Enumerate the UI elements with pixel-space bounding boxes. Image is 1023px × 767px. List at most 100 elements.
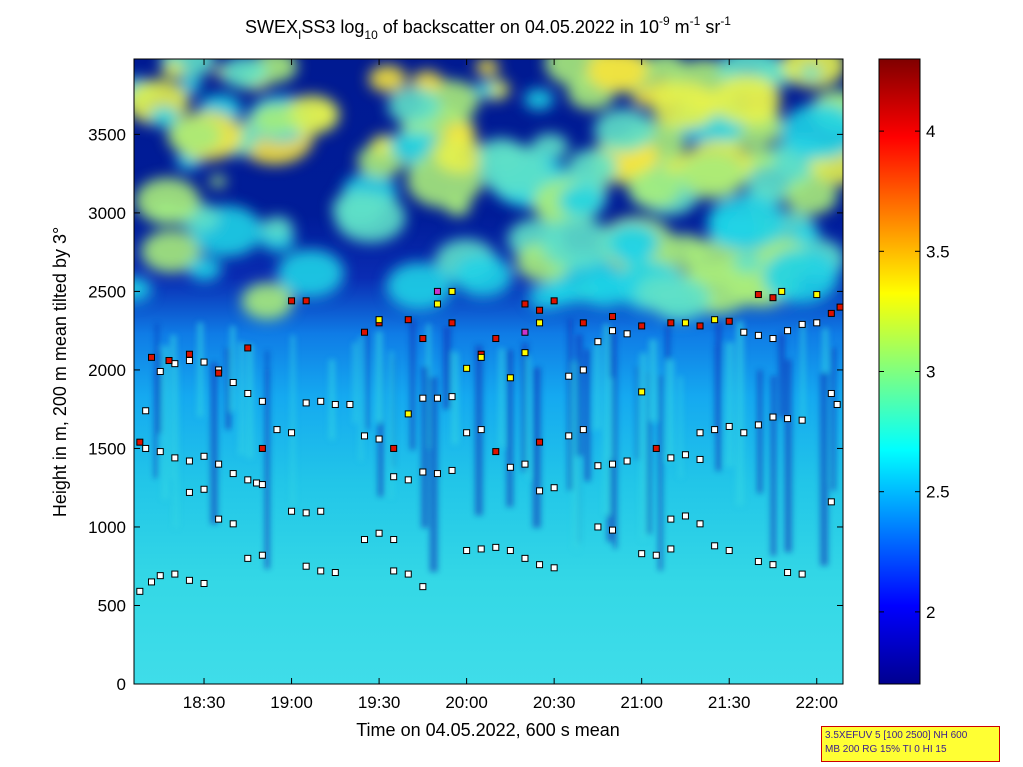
layer-marker-white <box>142 444 150 452</box>
backscatter-streak <box>567 319 573 491</box>
layer-marker-white <box>769 561 777 569</box>
layer-marker-white <box>302 562 310 570</box>
layer-marker-white <box>360 536 368 544</box>
y-axis-ticks: 0 500 1000 1500 2000 2500 3000 3500 <box>88 125 843 694</box>
x-tick-label: 22:00 <box>795 693 838 712</box>
backscatter-patch <box>780 103 843 160</box>
layer-marker-white <box>667 515 675 523</box>
layer-marker-white <box>521 554 529 562</box>
layer-marker-white <box>506 463 514 471</box>
info-line-1: 3.5XEFUV 5 [100 2500] NH 600 <box>825 730 968 741</box>
backscatter-streak <box>644 372 652 535</box>
backscatter-streak <box>584 349 591 482</box>
layer-marker-dark_red <box>360 328 368 336</box>
layer-marker-dark_red <box>638 322 646 330</box>
layer-marker-white <box>200 579 208 587</box>
layer-marker-yellow <box>536 319 544 327</box>
layer-marker-white <box>215 460 223 468</box>
layer-marker-white <box>244 476 252 484</box>
layer-marker-dark_red <box>536 438 544 446</box>
layer-marker-white <box>433 470 441 478</box>
layer-marker-yellow <box>681 319 689 327</box>
colorbar-tick-label: 3 <box>926 363 935 382</box>
layer-marker-white <box>200 485 208 493</box>
backscatter-streak <box>291 335 295 507</box>
layer-marker-dark_red <box>725 317 733 325</box>
layer-marker-white <box>390 567 398 575</box>
layer-marker-white <box>258 551 266 559</box>
backscatter-streak <box>735 321 744 506</box>
layer-marker-white <box>652 551 660 559</box>
layer-marker-yellow <box>638 388 646 396</box>
layer-marker-white <box>317 397 325 405</box>
layer-marker-white <box>302 399 310 407</box>
backscatter-patch <box>387 86 441 125</box>
backscatter-streak <box>831 347 836 491</box>
backscatter-streak <box>639 353 647 541</box>
backscatter-streak <box>607 377 612 459</box>
layer-marker-dark_red <box>769 294 777 302</box>
layer-marker-dark_red <box>244 344 252 352</box>
layer-marker-white <box>136 587 144 595</box>
layer-marker-white <box>404 570 412 578</box>
heatmap <box>134 59 843 684</box>
layer-marker-dark_red <box>521 300 529 308</box>
layer-marker-white <box>171 454 179 462</box>
backscatter-patch <box>540 217 613 269</box>
backscatter-patch <box>475 59 500 76</box>
layer-marker-white <box>833 400 841 408</box>
backscatter-patch <box>651 81 718 130</box>
layer-marker-white <box>725 422 733 430</box>
backscatter-patch <box>791 224 820 244</box>
backscatter-patch <box>386 262 453 310</box>
backscatter-streak <box>715 322 722 471</box>
backscatter-patch <box>252 103 297 136</box>
layer-marker-white <box>681 512 689 520</box>
backscatter-patch <box>209 175 227 188</box>
backscatter-patch <box>587 59 648 92</box>
layer-marker-dark_red <box>652 444 660 452</box>
backscatter-patch <box>179 78 202 94</box>
backscatter-streak <box>365 331 369 430</box>
layer-marker-white <box>288 507 296 515</box>
layer-marker-white <box>185 576 193 584</box>
layer-marker-dark_red <box>404 316 412 324</box>
layer-marker-white <box>404 476 412 484</box>
backscatter-patch <box>141 229 202 273</box>
layer-marker-white <box>609 460 617 468</box>
info-line-2: MB 200 RG 15% TI 0 HI 15 <box>825 744 947 755</box>
backscatter-patch <box>335 192 406 243</box>
layer-marker-white <box>609 526 617 534</box>
layer-marker-yellow <box>463 364 471 372</box>
x-tick-label: 19:30 <box>358 693 401 712</box>
layer-marker-dark_red <box>492 335 500 343</box>
backscatter-patch <box>593 108 655 153</box>
backscatter-streak <box>377 360 384 497</box>
layer-marker-white <box>448 393 456 401</box>
layer-marker-white <box>711 542 719 550</box>
layer-marker-white <box>594 462 602 470</box>
backscatter-streak <box>665 359 675 462</box>
y-tick-label: 0 <box>117 675 126 694</box>
layer-marker-white <box>390 473 398 481</box>
backscatter-streak <box>359 336 363 461</box>
layer-marker-dark_red <box>165 357 173 365</box>
layer-marker-white <box>754 421 762 429</box>
backscatter-streak <box>442 326 451 410</box>
backscatter-streak <box>155 323 159 408</box>
layer-marker-white <box>302 509 310 517</box>
layer-marker-white <box>244 554 252 562</box>
backscatter-streak <box>421 366 429 528</box>
layer-marker-white <box>740 429 748 437</box>
backscatter-streak <box>532 367 541 528</box>
backscatter-patch <box>632 88 657 107</box>
layer-marker-white <box>463 429 471 437</box>
layer-marker-white <box>798 416 806 424</box>
layer-marker-white <box>813 319 821 327</box>
backscatter-patch <box>368 65 407 93</box>
colorbar-tick-label: 4 <box>926 122 935 141</box>
backscatter-streak <box>658 375 663 571</box>
backscatter-streak <box>154 369 158 479</box>
layer-marker-white <box>244 389 252 397</box>
